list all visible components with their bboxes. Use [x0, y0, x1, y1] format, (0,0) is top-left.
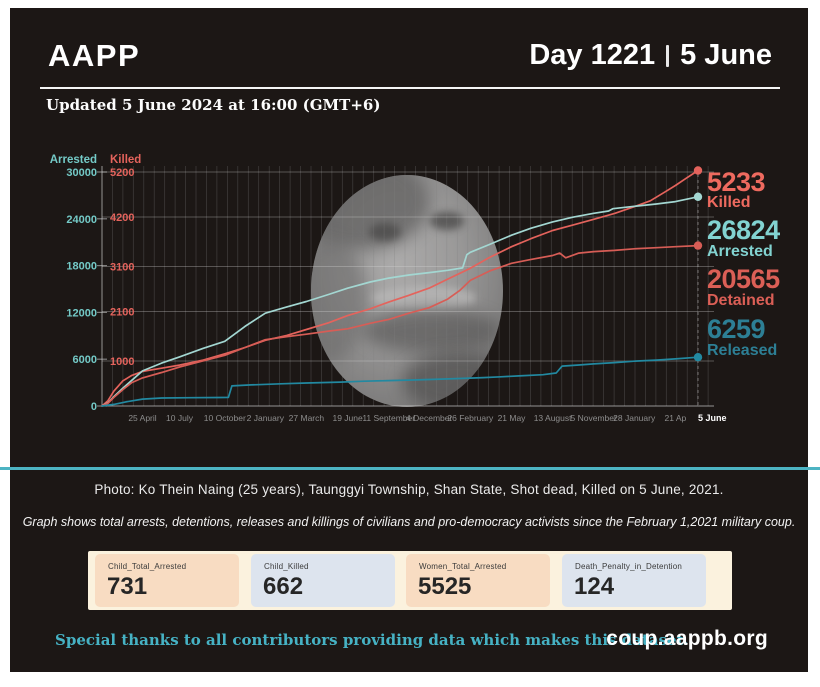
stat-value: 731	[107, 573, 148, 600]
svg-text:12000: 12000	[66, 307, 97, 319]
series-arrested-line	[101, 195, 699, 407]
svg-text:21 May: 21 May	[498, 413, 527, 423]
svg-text:0: 0	[91, 401, 97, 413]
series-released-end-dot	[693, 353, 703, 362]
series-detained-end-dot	[693, 241, 703, 250]
stat-value: 124	[574, 573, 615, 600]
header-rule	[40, 87, 780, 89]
svg-text:21 Ap: 21 Ap	[665, 413, 687, 423]
end-label-value-released: 6259	[707, 314, 766, 344]
svg-text:1000: 1000	[110, 356, 134, 368]
series-detained-line	[101, 244, 699, 407]
stats-strip: Child_Total_Arrested 731 Child_Killed 66…	[88, 551, 732, 610]
svg-text:19 June: 19 June	[332, 413, 363, 423]
stat-card-death-penalty: Death_Penalty_in_Detention 124	[562, 554, 706, 607]
end-label-name-arrested: Arrested	[707, 243, 773, 260]
svg-text:Arrested: Arrested	[50, 154, 97, 166]
svg-text:6000: 6000	[73, 354, 97, 366]
series-killed-end-dot	[693, 166, 703, 175]
svg-text:26 February: 26 February	[447, 413, 494, 423]
day-counter: Day 1221 5 June	[529, 39, 772, 72]
svg-text:28 January: 28 January	[613, 413, 656, 423]
date-label: 5 June	[680, 39, 772, 71]
photo-caption: Photo: Ko Thein Naing (25 years), Taungg…	[94, 482, 724, 497]
stat-value: 5525	[418, 573, 472, 600]
footer-thanks: Special thanks to all contributors provi…	[55, 631, 689, 649]
svg-text:10 October: 10 October	[204, 413, 246, 423]
series-killed-line	[101, 169, 699, 407]
stat-label: Child_Total_Arrested	[108, 562, 187, 571]
stat-card-women-total-arrested: Women_Total_Arrested 5525	[406, 554, 550, 607]
stat-card-child-killed: Child_Killed 662	[251, 554, 395, 607]
svg-text:Killed: Killed	[110, 154, 141, 166]
horizontal-gridlines	[102, 171, 714, 362]
day-label: Day 1221	[529, 39, 656, 71]
svg-text:2100: 2100	[110, 307, 134, 319]
coup-line-chart: Arrested Killed 30000 24000 18000 12000 6000 0 5…	[50, 154, 781, 423]
end-label-value-arrested: 26824	[707, 215, 780, 245]
axis-labels: Arrested Killed 30000 24000 18000 12000 6000 0 5…	[50, 154, 142, 413]
end-label-name-killed: Killed	[707, 194, 751, 211]
brand-logo: AAPP	[48, 38, 141, 73]
svg-text:3100: 3100	[110, 262, 134, 274]
svg-text:5 June: 5 June	[698, 413, 727, 423]
svg-text:11 September: 11 September	[362, 413, 415, 423]
x-axis-labels: 25 April 10 July 10 October 2 January 27 Mar…	[128, 413, 726, 423]
axes	[97, 166, 714, 407]
svg-text:27 March: 27 March	[289, 413, 325, 423]
svg-text:4200: 4200	[110, 212, 134, 224]
stat-label: Women_Total_Arrested	[419, 562, 507, 571]
svg-text:5200: 5200	[110, 167, 134, 179]
svg-text:24000: 24000	[66, 214, 97, 226]
series-arrested-end-dot	[693, 192, 703, 201]
svg-text:18000: 18000	[66, 261, 97, 273]
end-label-value-killed: 5233	[707, 167, 766, 197]
end-label-name-released: Released	[707, 342, 777, 359]
svg-text:30000: 30000	[66, 167, 97, 179]
teal-divider	[0, 467, 820, 470]
separator-bar	[666, 44, 670, 67]
svg-text:10 July: 10 July	[166, 413, 194, 423]
stat-label: Child_Killed	[264, 562, 309, 571]
graph-note: Graph shows total arrests, detentions, r…	[22, 515, 796, 529]
infographic-panel: AAPP Day 1221 5 June Updated 5 June 2024…	[10, 8, 808, 672]
end-label-value-detained: 20565	[707, 264, 780, 294]
updated-timestamp: Updated 5 June 2024 at 16:00 (GMT+6)	[46, 96, 381, 114]
stat-value: 662	[263, 573, 304, 600]
series-released-line	[101, 356, 699, 407]
stat-label: Death_Penalty_in_Detention	[575, 562, 683, 571]
stat-card-child-total-arrested: Child_Total_Arrested 731	[95, 554, 239, 607]
footer-site-url: coup.aappb.org	[606, 627, 768, 650]
svg-text:5 November: 5 November	[571, 413, 617, 423]
svg-text:13 August: 13 August	[534, 413, 572, 423]
svg-text:2 January: 2 January	[247, 413, 285, 423]
vertical-gridlines	[101, 166, 709, 406]
svg-text:4 December: 4 December	[406, 413, 452, 423]
photo-watermark-ellipse	[311, 175, 503, 407]
end-label-name-detained: Detained	[707, 292, 775, 309]
svg-text:25 April: 25 April	[128, 413, 156, 423]
